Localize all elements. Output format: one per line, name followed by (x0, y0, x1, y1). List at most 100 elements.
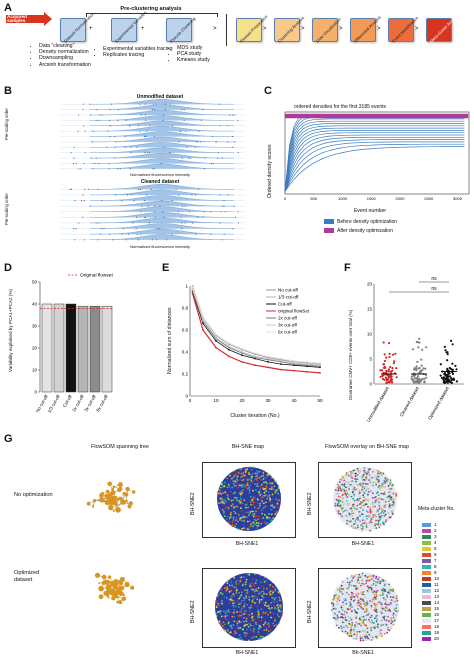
series-point (241, 347, 243, 350)
map-point (244, 632, 247, 634)
map-point (240, 507, 242, 510)
curve-before-optimization (284, 125, 465, 192)
map-point (340, 605, 343, 607)
map-point (252, 466, 255, 469)
map-point (377, 623, 379, 626)
map-point (224, 629, 226, 632)
meta-cluster-number: 15 (434, 606, 440, 611)
map-point (337, 487, 340, 489)
map-point (260, 479, 262, 481)
map-point (376, 637, 378, 640)
meta-cluster-swatch (422, 540, 431, 546)
map-point (260, 598, 263, 601)
map-point (390, 498, 392, 501)
ridge-outlier (192, 222, 194, 224)
map-point (248, 588, 250, 591)
map-point (349, 508, 352, 510)
ridge-outlier (114, 135, 116, 138)
series-point (215, 336, 217, 339)
map-point (274, 480, 277, 482)
map-point (395, 600, 398, 602)
map-point (236, 478, 238, 481)
map-point (362, 525, 364, 528)
data-point (447, 378, 450, 381)
map-point (347, 493, 350, 496)
map-point (338, 596, 340, 598)
map-point (348, 516, 351, 518)
series-point (202, 315, 204, 318)
series-point (280, 359, 282, 362)
map-point (216, 594, 219, 597)
map-point (227, 476, 229, 479)
series-point (191, 292, 194, 295)
map-point (252, 525, 254, 528)
map-point (261, 500, 264, 503)
map-point (350, 591, 353, 594)
map-point (354, 624, 356, 626)
data-point (383, 359, 386, 363)
map-point (247, 471, 250, 474)
map-point (257, 524, 260, 527)
map-point (262, 517, 265, 519)
ridge-density (90, 131, 234, 137)
ridge-outlier (184, 205, 186, 207)
overlay-xaxis-2: Bh-SNE1 (352, 650, 374, 656)
map-point (256, 590, 259, 592)
map-point (239, 469, 242, 471)
x-tick-label: Optimized dataset (427, 385, 450, 420)
map-point (270, 513, 273, 516)
map-point (269, 584, 272, 586)
meta-cluster-swatch (422, 630, 431, 636)
data-point (379, 369, 382, 372)
map-point (271, 486, 273, 489)
meta-cluster-number: 18 (434, 624, 440, 629)
map-point (260, 574, 262, 577)
map-point (281, 612, 284, 614)
map-point (347, 634, 350, 637)
data-point (448, 372, 451, 375)
map-point (256, 596, 259, 598)
map-point (347, 481, 349, 484)
map-point (246, 623, 248, 626)
map-point (229, 578, 231, 581)
map-point (237, 520, 239, 523)
map-point (239, 501, 242, 504)
bhsne-yaxis-1: BH-SNE2 (190, 492, 196, 516)
tree-node (98, 585, 104, 592)
map-point (379, 582, 381, 585)
map-point (363, 478, 366, 481)
ridge-outlier (181, 222, 183, 224)
ridge-outlier (77, 130, 79, 132)
series-point (306, 363, 308, 365)
map-point (377, 626, 380, 629)
ridge-outlier (186, 146, 188, 148)
map-point (254, 497, 256, 500)
panel-c-label: C (264, 85, 272, 97)
y-tick-label: 20 (367, 282, 373, 287)
map-point (244, 474, 246, 477)
map-point (341, 508, 343, 511)
bhsne-map-2 (215, 573, 284, 642)
map-point (259, 588, 262, 591)
map-point (388, 500, 390, 503)
ridge-outlier (135, 216, 138, 218)
meta-cluster-swatch (422, 624, 431, 630)
map-point (248, 513, 251, 515)
map-point (356, 467, 359, 470)
map-point (366, 602, 368, 604)
map-point (346, 492, 349, 495)
map-point (254, 475, 257, 478)
meta-cluster-number: 20 (434, 636, 440, 641)
ridge-outlier (135, 228, 137, 230)
map-point (341, 501, 344, 504)
map-point (227, 618, 229, 620)
map-point (251, 513, 254, 516)
map-point (236, 499, 238, 502)
map-point (220, 607, 223, 609)
bhsne-yaxis-2: BH-SNE2 (190, 600, 196, 624)
ridge-outlier (226, 125, 229, 127)
tree-node (132, 490, 136, 494)
map-point (250, 476, 253, 478)
